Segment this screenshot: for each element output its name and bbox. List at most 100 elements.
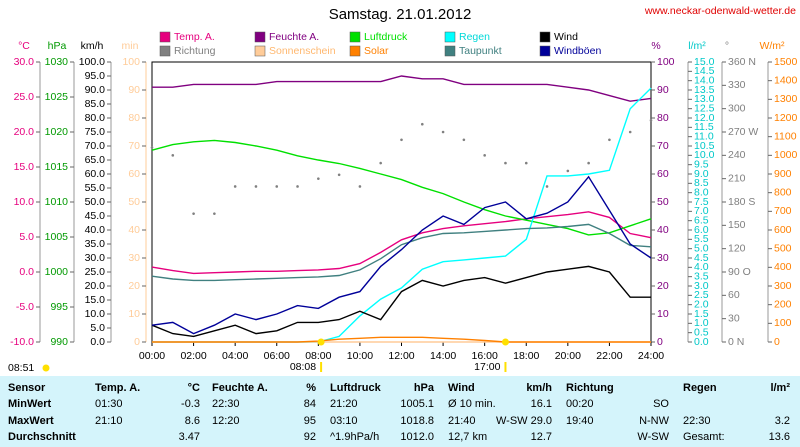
x-tick-label: 18:00: [513, 350, 539, 362]
y-tick-label: 11.5: [694, 121, 714, 133]
y-tick-label: 80: [128, 112, 140, 124]
y-tick-label: 85.0: [85, 98, 106, 110]
y-tick-label: 0.0: [19, 266, 34, 278]
y-tick-label: 1100: [774, 130, 797, 142]
chart-title: Samstag. 21.01.2012: [329, 6, 472, 23]
y-tick-label: 15.0: [694, 56, 715, 68]
y-tick-label: 1.0: [694, 317, 709, 329]
y-tick-label: 700: [774, 205, 792, 217]
y-tick-label: 3.0: [694, 280, 709, 292]
y-tick-label: 1000: [774, 149, 798, 161]
y-tick-label: 50: [128, 196, 140, 208]
legend-label: Wind: [554, 31, 578, 43]
y-tick-label: 80.0: [85, 112, 106, 124]
y-tick-label: 60: [128, 168, 140, 180]
table-cell: Temp. A.: [95, 382, 140, 394]
direction-dot: [337, 173, 341, 177]
y-tick-label: 2.5: [694, 289, 709, 301]
table-cell: MinWert: [8, 398, 52, 410]
y-tick-label: 270 W: [728, 126, 758, 138]
table-cell: 22:30: [683, 415, 711, 427]
direction-dot: [233, 185, 237, 188]
y-tick-label: 0.0: [694, 336, 709, 348]
y-tick-label: 14.0: [694, 74, 715, 86]
x-tick-label: 08:00: [305, 350, 331, 362]
table-cell: hPa: [414, 382, 435, 394]
y-tick-label: 300: [774, 280, 792, 292]
table-cell: 00:20: [566, 398, 594, 410]
direction-dot: [171, 154, 175, 157]
legend-swatch: [349, 45, 361, 57]
table-cell: °C: [188, 382, 200, 394]
y-tick-label: 30: [128, 252, 140, 264]
y-tick-label: 1020: [45, 126, 69, 138]
table-cell: 01:30: [95, 398, 123, 410]
axis-unit: W/m²: [759, 40, 785, 52]
y-tick-label: -5.0: [16, 301, 34, 313]
y-tick-label: 6.0: [694, 224, 709, 236]
y-tick-label: 70: [128, 140, 140, 152]
direction-dot: [150, 146, 154, 149]
axis-unit: %: [651, 40, 660, 52]
y-tick-label: 20.0: [14, 126, 35, 138]
update-icon: [42, 364, 50, 372]
direction-dot: [628, 130, 632, 134]
y-tick-label: 240: [728, 149, 746, 161]
y-tick-label: 210: [728, 172, 746, 184]
axis-unit: min: [122, 40, 139, 52]
y-tick-label: 20: [657, 280, 669, 292]
y-tick-label: 7.5: [694, 196, 709, 208]
y-tick-label: 60: [728, 289, 740, 301]
table-cell: 1012.0: [400, 431, 434, 443]
direction-dot: [192, 212, 195, 215]
y-tick-label: 10.0: [694, 149, 715, 161]
table-cell: Gesamt:: [683, 431, 725, 443]
legend-swatch: [444, 45, 456, 57]
table-cell: ^1.9hPa/h: [330, 431, 379, 443]
series-line: [151, 211, 652, 275]
y-tick-label: 8.0: [694, 186, 709, 198]
table-cell: W-SW: [637, 431, 669, 443]
legend-swatch: [539, 45, 551, 57]
direction-dot: [462, 138, 466, 142]
table-cell: Ø 10 min.: [448, 398, 496, 410]
direction-dot: [254, 185, 258, 188]
legend-swatch: [254, 45, 266, 57]
y-tick-label: 1300: [774, 93, 798, 105]
y-tick-label: 9.5: [694, 158, 709, 170]
table-cell: Richtung: [566, 382, 614, 394]
y-tick-label: 5.0: [90, 322, 105, 334]
y-tick-label: 360 N: [728, 56, 756, 68]
y-tick-label: 9.0: [694, 168, 709, 180]
direction-dot: [358, 185, 362, 188]
table-cell: 84: [304, 398, 316, 410]
legend-label: Luftdruck: [364, 31, 408, 43]
event-label: 17:00: [474, 361, 500, 373]
direction-dot: [400, 138, 403, 142]
y-tick-label: 100: [657, 56, 675, 68]
table-cell: l/m²: [770, 382, 790, 394]
legend-swatch: [159, 31, 171, 43]
direction-dot: [420, 122, 424, 126]
direction-dot: [504, 161, 507, 165]
axis-unit: km/h: [81, 40, 104, 52]
table-cell: 3.47: [179, 431, 200, 443]
y-tick-label: 1015: [45, 161, 69, 173]
direction-dot: [441, 130, 445, 134]
table-cell: Luftdruck: [330, 382, 382, 394]
table-background: [0, 376, 800, 447]
y-tick-label: 1.5: [694, 308, 709, 320]
y-tick-label: 70: [657, 140, 669, 152]
legend-label: Regen: [459, 31, 490, 43]
y-tick-label: 60.0: [85, 168, 106, 180]
y-tick-label: 800: [774, 186, 792, 198]
y-tick-label: 500: [774, 242, 792, 254]
legend-swatch: [159, 45, 171, 57]
direction-dot: [317, 177, 320, 180]
legend-label: Sonnenschein: [269, 45, 336, 57]
plot-area: [151, 61, 652, 343]
y-tick-label: 0.5: [694, 326, 709, 338]
table-cell: 12,7 km: [448, 431, 487, 443]
y-tick-label: 13.0: [694, 93, 715, 105]
sun-marker: [501, 338, 509, 346]
